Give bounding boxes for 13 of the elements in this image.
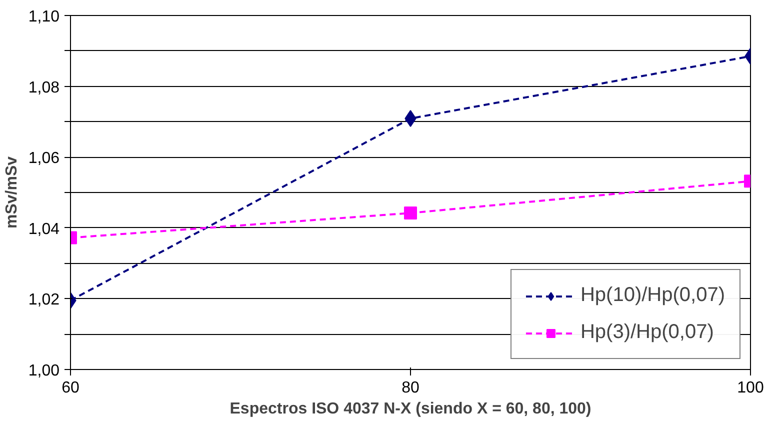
x-tick-label: 100 bbox=[737, 380, 764, 396]
y-tick-label: 1,00 bbox=[28, 362, 60, 380]
y-tick-label: 1,02 bbox=[28, 292, 60, 309]
y-tick-label: 1,10 bbox=[28, 8, 60, 26]
x-tick-label: 80 bbox=[402, 380, 420, 396]
x-axis-title: Espectros ISO 4037 N-X (siendo X = 60, 80, 100) bbox=[230, 400, 592, 418]
y-tick-label: 1,04 bbox=[28, 220, 60, 238]
y-axis-title: mSv/mSv bbox=[3, 156, 20, 229]
legend-label: Hp(3)/Hp(0,07) bbox=[580, 321, 714, 344]
x-tick-label: 60 bbox=[62, 380, 80, 396]
y-tick-label: 1,06 bbox=[28, 150, 60, 168]
y-tick-label: 1,08 bbox=[28, 79, 60, 96]
legend-label: Hp(10)/Hp(0,07) bbox=[580, 284, 725, 307]
